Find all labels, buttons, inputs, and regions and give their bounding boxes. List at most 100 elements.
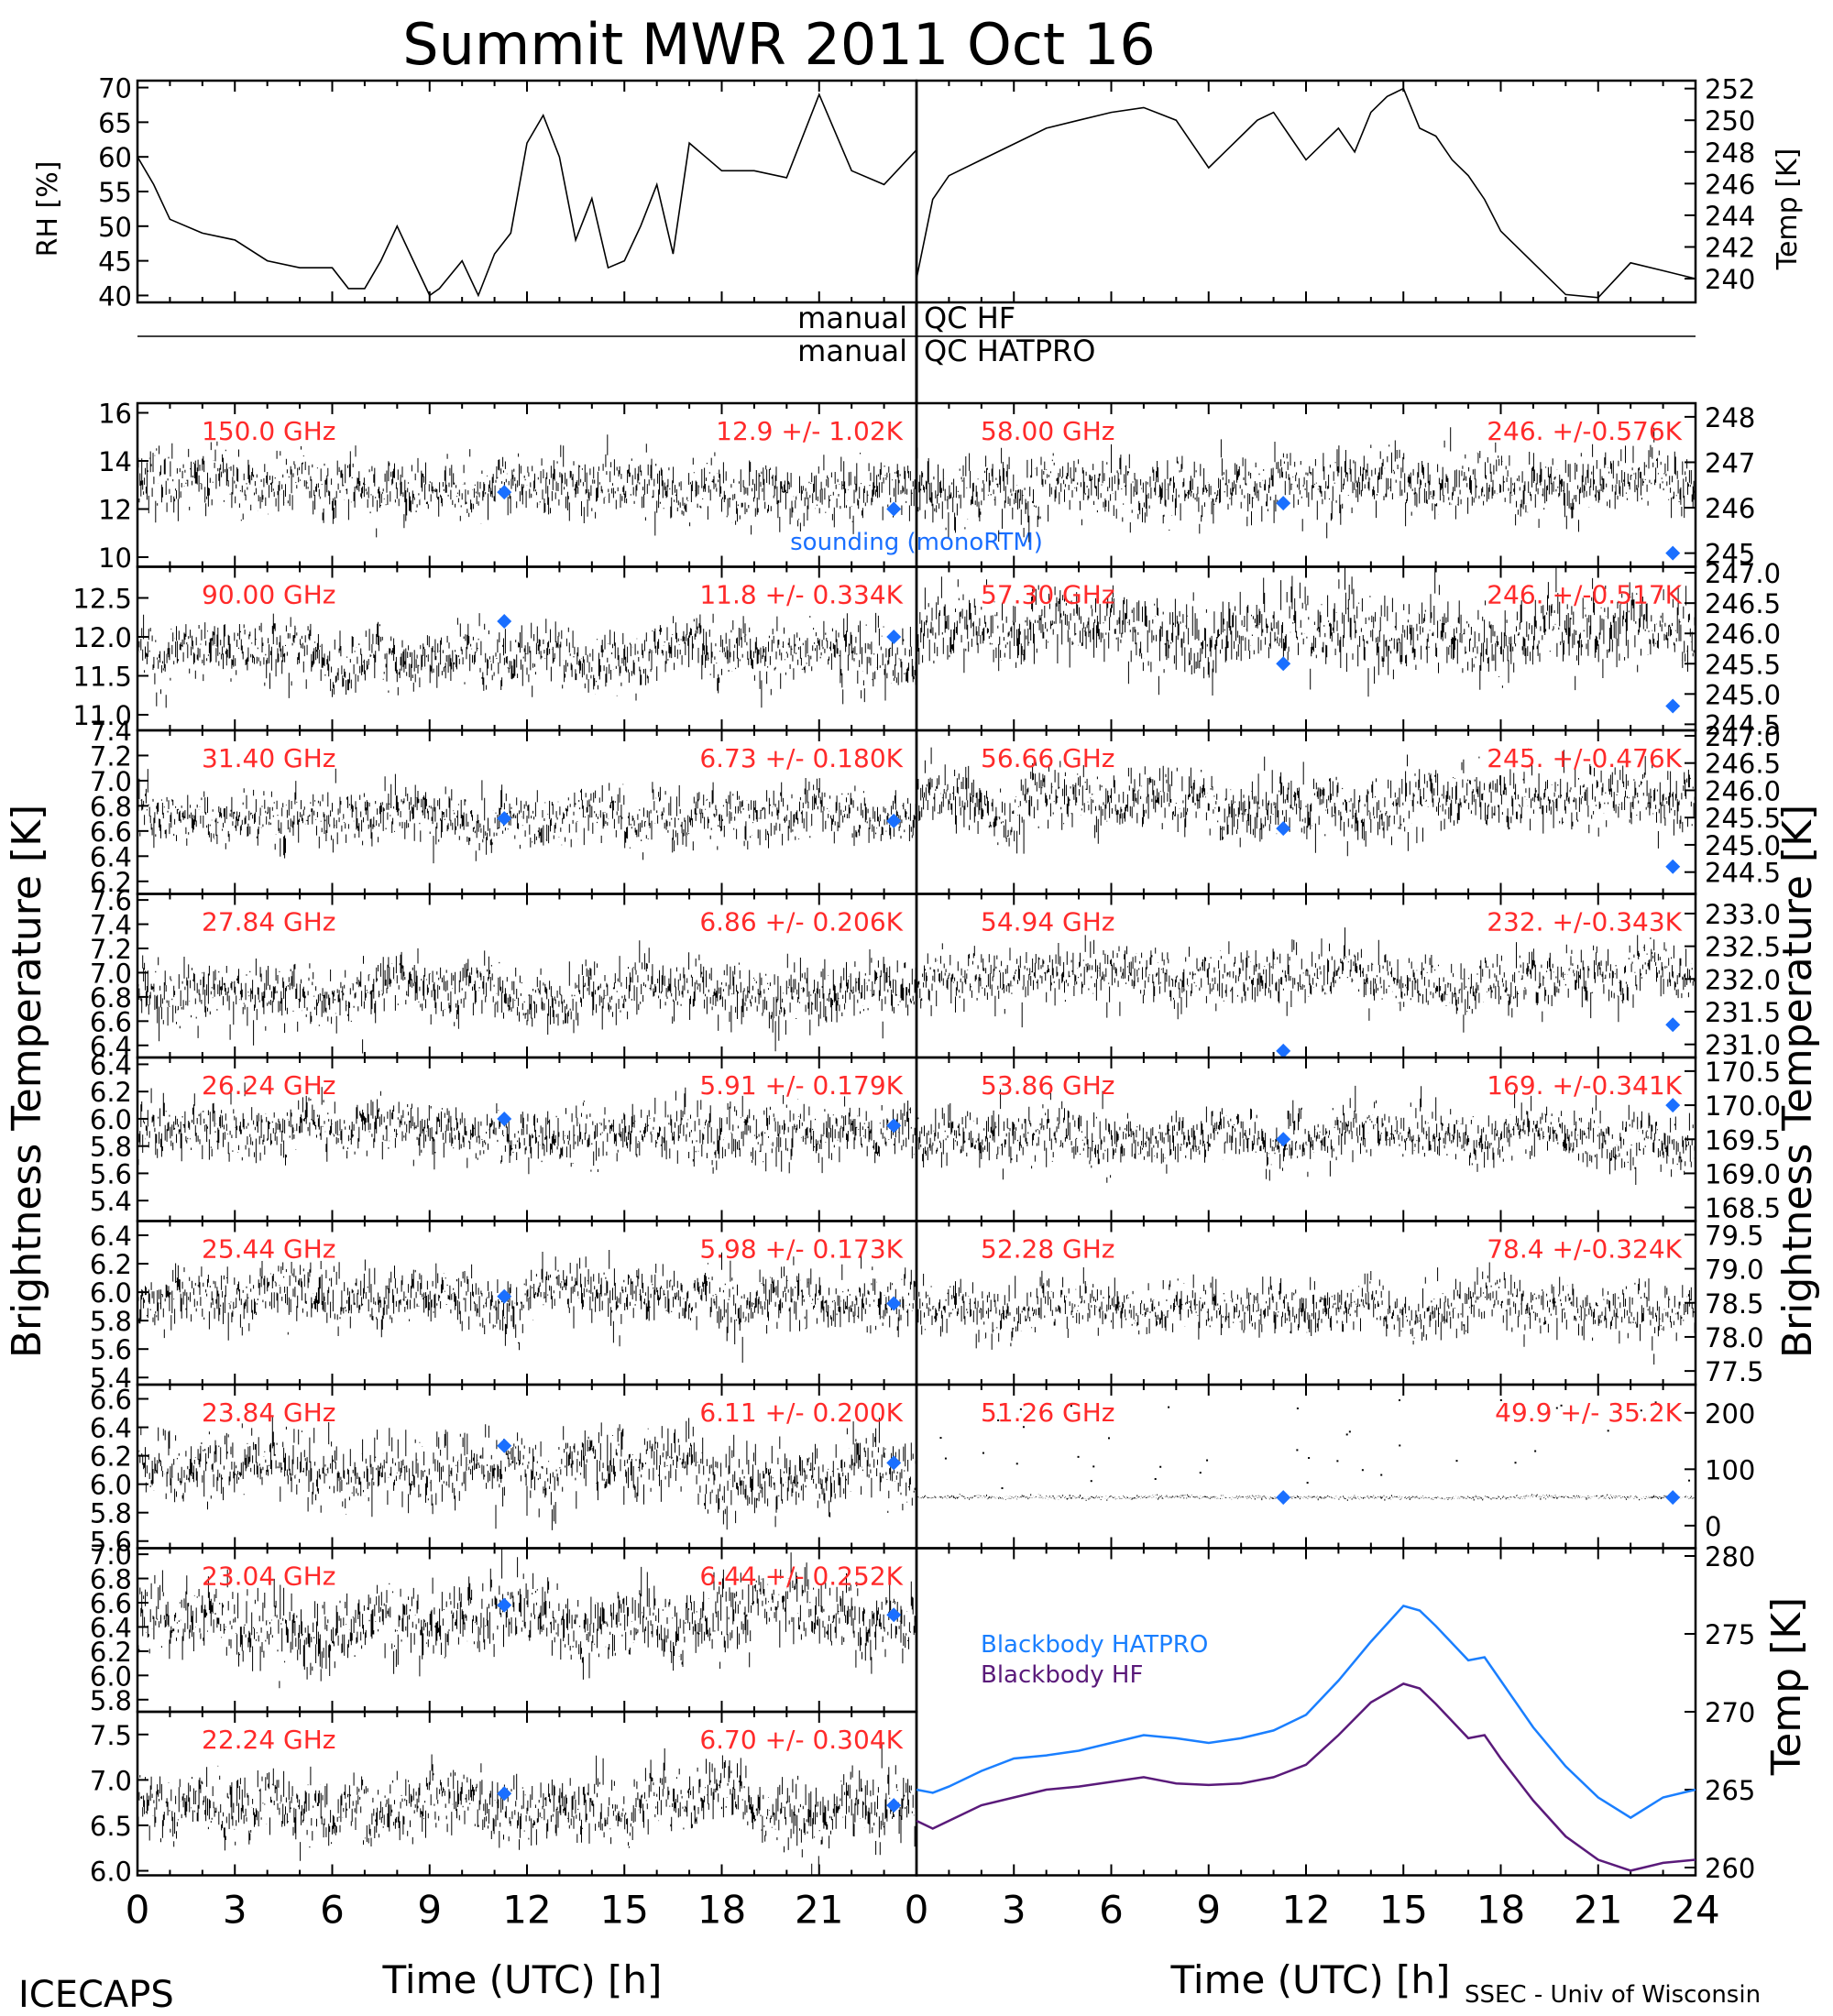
y-tick-label: 7.4 — [90, 716, 132, 747]
sounding-marker — [497, 811, 512, 827]
sounding-marker — [886, 501, 902, 517]
y-tick-label: 6.2 — [90, 1249, 132, 1280]
sounding-marker — [1665, 1490, 1681, 1506]
outlier-point — [1019, 1408, 1022, 1410]
y-tick-label: 248 — [1705, 402, 1755, 433]
outlier-point — [1306, 1482, 1309, 1485]
sounding-marker — [497, 1597, 512, 1613]
outlier-point — [982, 1452, 984, 1454]
sounding-marker — [1276, 1490, 1291, 1506]
outlier-point — [1022, 1426, 1025, 1429]
y-tick-label: 60 — [98, 142, 132, 173]
outlier-point — [1206, 1459, 1209, 1462]
y-tick-label: 7.5 — [90, 1720, 132, 1751]
y-tick-label: 70 — [98, 73, 132, 104]
y-tick-label: 7.0 — [90, 1765, 132, 1796]
y-tick-label: 280 — [1705, 1541, 1755, 1572]
x-tick-label-right: 18 — [1476, 1888, 1525, 1933]
y-tick-label: 16 — [98, 399, 132, 430]
outlier-point — [1361, 1469, 1364, 1472]
channel-label: 54.94 GHz — [981, 907, 1115, 937]
y-tick-label: 247.0 — [1705, 558, 1781, 589]
outlier-point — [1296, 1449, 1299, 1452]
outlier-point — [1154, 1477, 1157, 1480]
channel-trace — [916, 1494, 1696, 1501]
y-tick-label: 78.5 — [1705, 1288, 1764, 1320]
y-tick-label: 5.8 — [90, 1132, 132, 1163]
channel-trace — [916, 747, 1696, 857]
temp-panel — [915, 79, 1697, 304]
y-tick-label: 7.2 — [90, 934, 132, 965]
outlier-point — [1514, 1462, 1517, 1464]
channel-label: 51.26 GHz — [981, 1397, 1115, 1428]
channel-trace — [137, 940, 917, 1054]
y-tick-label: 250 — [1705, 105, 1755, 137]
y-tick-label: 270 — [1705, 1697, 1755, 1728]
sounding-marker — [1665, 1098, 1681, 1113]
outlier-point — [1308, 1457, 1311, 1460]
outlier-point — [1654, 1401, 1657, 1404]
sounding-marker — [1276, 821, 1291, 837]
x-tick-label-left: 9 — [417, 1888, 442, 1933]
sounding-marker — [1665, 1017, 1681, 1033]
outlier-point — [1607, 1430, 1609, 1432]
qc-label-2-left: manual — [797, 334, 907, 368]
y-tick-label: 6.6 — [90, 1385, 132, 1416]
channel-label: 53.86 GHz — [981, 1070, 1115, 1101]
y-tick-label: 79.5 — [1705, 1220, 1764, 1251]
y-tick-label: 6.6 — [90, 1006, 132, 1037]
channel-stats: 5.98 +/- 0.173K — [699, 1234, 903, 1265]
channel-stats: 246. +/-0.576K — [1487, 416, 1682, 446]
x-tick-label-right: 12 — [1281, 1888, 1330, 1933]
y-tick-label: 246 — [1705, 169, 1755, 200]
sounding-marker — [886, 813, 902, 828]
y-tick-label: 246.5 — [1705, 588, 1781, 619]
channel-stats: 6.70 +/- 0.304K — [699, 1725, 903, 1755]
channel-label: 57.30 GHz — [981, 580, 1115, 610]
x-tick-label-right: 9 — [1196, 1888, 1221, 1933]
x-tick-label-right: 3 — [1002, 1888, 1026, 1933]
sounding-marker — [497, 1288, 512, 1304]
y-tick-label: 246.5 — [1705, 749, 1781, 780]
y-tick-label: 12.5 — [72, 584, 132, 615]
channel-trace — [137, 1415, 917, 1530]
left-ylabel: Brightness Temperature [K] — [4, 805, 50, 1358]
y-tick-label: 5.4 — [90, 1363, 132, 1394]
outlier-point — [1090, 1480, 1092, 1483]
outlier-point — [1499, 1398, 1502, 1401]
channel-trace — [137, 612, 917, 708]
channel-stats: 6.86 +/- 0.206K — [699, 907, 903, 937]
blackbody-hatpro-line — [916, 1604, 1696, 1820]
legend-hf: Blackbody HF — [981, 1661, 1143, 1689]
outlier-point — [1399, 1399, 1401, 1402]
channel-label: 27.84 GHz — [202, 907, 336, 937]
channel-stats: 6.11 +/- 0.200K — [699, 1397, 903, 1428]
sounding-marker — [1276, 1132, 1291, 1147]
channel-trace — [137, 1742, 917, 1876]
temp-ylabel: Temp [K] — [1772, 148, 1804, 271]
y-tick-label: 11.0 — [72, 700, 132, 731]
y-tick-label: 246 — [1705, 493, 1755, 524]
rh-panel-line — [137, 92, 917, 298]
x-tick-label-right: 15 — [1379, 1888, 1428, 1933]
outlier-point — [1560, 1404, 1563, 1407]
channel-trace — [916, 427, 1696, 542]
outlier-point — [1348, 1430, 1351, 1433]
y-tick-label: 5.6 — [90, 1158, 132, 1189]
channel-label: 25.44 GHz — [202, 1234, 336, 1265]
x-tick-label-right: 6 — [1099, 1888, 1124, 1933]
outlier-point — [1077, 1455, 1080, 1458]
y-tick-label: 6.4 — [90, 841, 132, 872]
outlier-point — [1108, 1437, 1111, 1440]
y-tick-label: 6.2 — [90, 1077, 132, 1108]
outlier-point — [1296, 1407, 1299, 1409]
y-tick-label: 231.0 — [1705, 1030, 1781, 1061]
y-tick-label: 7.0 — [90, 766, 132, 797]
y-tick-label: 6.4 — [90, 1049, 132, 1080]
blackbody-hf-line — [916, 1682, 1696, 1872]
y-tick-label: 5.8 — [90, 1306, 132, 1337]
y-tick-label: 55 — [98, 177, 132, 208]
y-tick-label: 11.5 — [72, 662, 132, 693]
channel-label: 58.00 GHz — [981, 416, 1115, 446]
